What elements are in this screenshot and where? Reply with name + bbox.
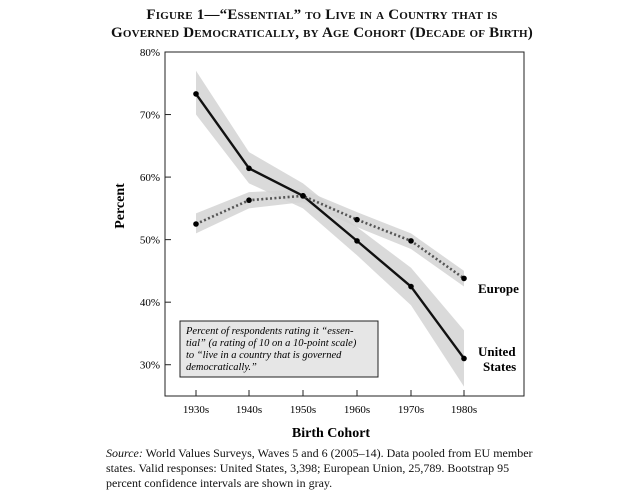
source-text: World Values Surveys, Waves 5 and 6 (200… — [106, 446, 533, 490]
plot-frame — [164, 51, 525, 397]
annotation-line-2: tial” (a rating of 10 on a 10-point scal… — [186, 338, 357, 349]
annotation-box: Percent of respondents rating it “essen-… — [179, 320, 379, 378]
us-point-1970s — [408, 283, 414, 290]
europe-point-1980s — [461, 275, 467, 282]
europe-series-line — [195, 194, 465, 280]
annotation-line-3: to “live in a country that is governed — [186, 350, 342, 361]
y-tick-label: 40% — [140, 297, 160, 309]
figure-title: Figure 1—“Essential” to Live in a Countr… — [0, 6, 644, 42]
us-point-1960s — [354, 238, 360, 244]
europe-point-1930s — [193, 221, 199, 227]
x-tick-label: 1970s — [398, 404, 424, 416]
europe-confidence-band — [196, 189, 464, 287]
europe-point-1970s — [408, 238, 414, 244]
series-labels: Europe United States — [478, 281, 519, 374]
data-points — [193, 91, 467, 362]
europe-series-label: Europe — [478, 281, 519, 296]
us-series-label-line-2: States — [483, 359, 516, 374]
us-point-1930s — [193, 91, 199, 97]
x-tick-label: 1940s — [236, 404, 262, 416]
us-point-1940s — [246, 165, 252, 172]
x-tick-label: 1960s — [344, 404, 370, 416]
us-confidence-band — [196, 70, 464, 387]
europe-point-1950s — [300, 193, 306, 199]
annotation-background — [179, 320, 379, 378]
series-lines — [195, 93, 465, 360]
us-point-1980s — [461, 355, 467, 362]
x-tick-label: 1930s — [183, 404, 209, 416]
x-tick-label: 1980s — [451, 404, 477, 416]
y-tick-label: 60% — [140, 172, 160, 184]
y-axis-label: Percent — [113, 183, 128, 229]
europe-point-1940s — [246, 197, 252, 204]
europe-point-1960s — [354, 216, 360, 223]
y-tick-label: 30% — [140, 360, 160, 372]
y-tick-label: 80% — [140, 47, 160, 59]
us-series-line — [195, 93, 465, 360]
source-note: Source: World Values Surveys, Waves 5 an… — [106, 446, 546, 491]
x-axis-label: Birth Cohort — [292, 426, 371, 441]
axes: 30% 40% 50% 60% 70% 80% 1930s 1940s 1950s 1960s 19… — [140, 47, 477, 416]
y-tick-label: 50% — [140, 235, 160, 247]
y-tick-label: 70% — [140, 110, 160, 122]
x-tick-label: 1950s — [290, 404, 316, 416]
figure-title-line-1: Figure 1—“Essential” to Live in a Countr… — [146, 7, 498, 23]
source-label: Source: — [106, 446, 143, 460]
us-series-label-line-1: United — [478, 344, 516, 359]
annotation-line-4: democratically.” — [186, 362, 257, 373]
figure-title-line-2: Governed Democratically, by Age Cohort (… — [110, 25, 534, 41]
annotation-line-1: Percent of respondents rating it “essen- — [185, 326, 354, 337]
